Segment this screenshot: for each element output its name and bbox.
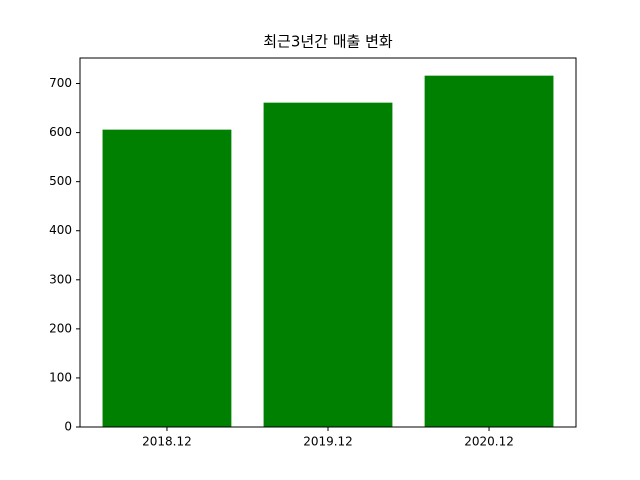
y-tick-label: 400	[49, 223, 72, 237]
x-tick-label: 2019.12	[303, 435, 353, 449]
chart-title: 최근3년간 매출 변화	[263, 33, 393, 51]
y-tick-label: 0	[64, 420, 72, 434]
y-tick-label: 200	[49, 321, 72, 335]
bar	[424, 75, 554, 428]
x-tick-label: 2018.12	[142, 435, 192, 449]
y-tick-label: 600	[49, 125, 72, 139]
y-tick-label: 700	[49, 76, 72, 90]
y-tick-label: 100	[49, 370, 72, 384]
y-tick-label: 300	[49, 272, 72, 286]
bar	[263, 102, 393, 427]
plot-frame	[79, 57, 577, 428]
x-tick-label: 2020.12	[464, 435, 514, 449]
y-tick-label: 500	[49, 174, 72, 188]
bar	[102, 129, 232, 427]
